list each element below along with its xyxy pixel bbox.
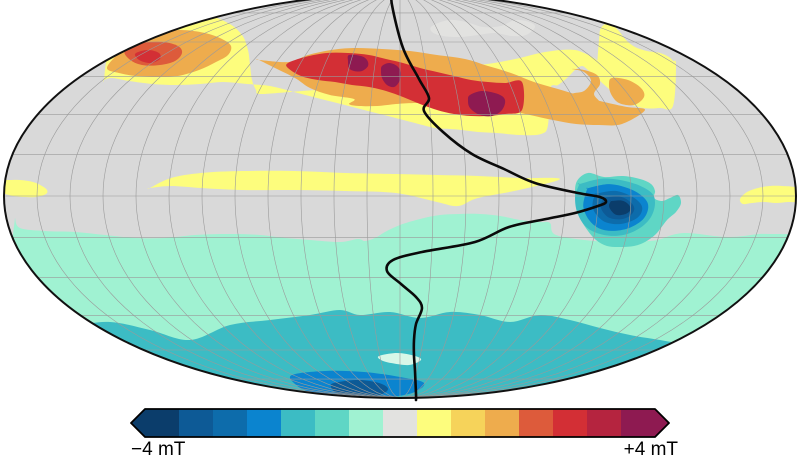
svg-text:+4 mT: +4 mT bbox=[624, 439, 679, 460]
svg-text:−4 mT: −4 mT bbox=[131, 439, 186, 460]
